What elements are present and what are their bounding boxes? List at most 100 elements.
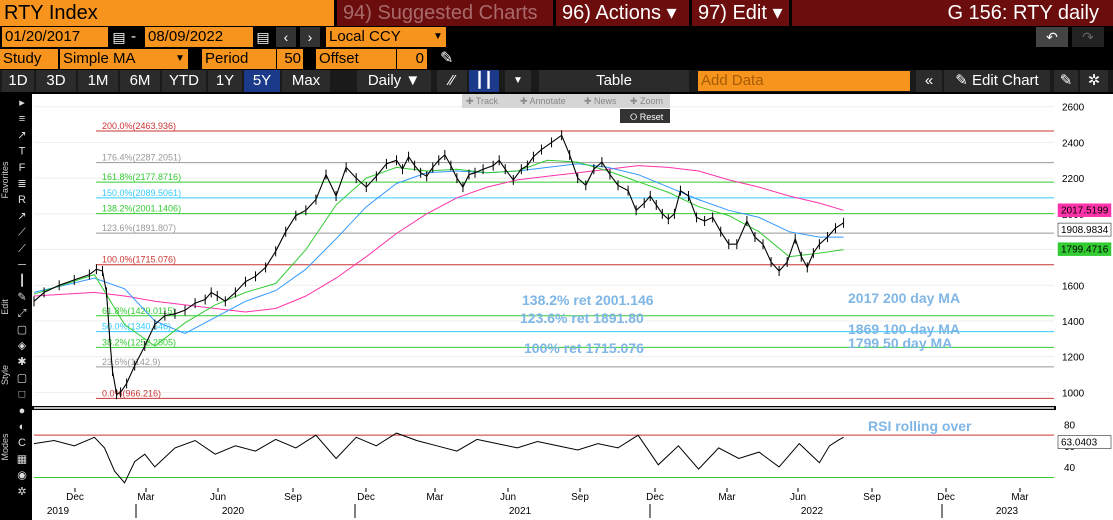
drawing-tool-icon[interactable]: C bbox=[18, 437, 26, 449]
drawing-tool-icon[interactable]: ▦ bbox=[17, 453, 27, 465]
x-month-label: Mar bbox=[137, 492, 155, 503]
series-line-rsi[interactable] bbox=[33, 432, 844, 484]
x-year-label: 2020 bbox=[222, 506, 245, 517]
chevron-left-icon[interactable]: ‹ bbox=[276, 27, 296, 47]
drawing-tool-icon[interactable]: T bbox=[19, 146, 26, 158]
rsi-panel[interactable] bbox=[32, 410, 1056, 488]
drawing-tool-icon[interactable]: ● bbox=[19, 405, 26, 417]
date-separator: - bbox=[131, 28, 136, 45]
chart-tool-zoom[interactable]: ✚ Zoom bbox=[630, 96, 663, 106]
chevron-down-icon[interactable]: ▼ bbox=[172, 49, 188, 69]
chevron-down-icon[interactable]: ▼ bbox=[430, 27, 446, 47]
fib-label: 0.0%(966.216) bbox=[102, 388, 161, 398]
table-button[interactable]: Table bbox=[539, 70, 689, 92]
drawing-tool-icon[interactable]: ↗ bbox=[17, 129, 26, 141]
x-year-label: 2019 bbox=[47, 506, 70, 517]
reset-button[interactable] bbox=[620, 109, 670, 123]
chart-tool-track[interactable]: ✚ Track bbox=[466, 96, 499, 106]
drawing-tool-icon[interactable]: ≣ bbox=[17, 178, 26, 190]
chart-tool-strip bbox=[462, 94, 670, 108]
drawing-tool-icon[interactable]: ◉ bbox=[17, 470, 27, 482]
drawing-tool-icon[interactable]: ▸ bbox=[19, 97, 25, 109]
start-date-field[interactable]: 01/20/2017 bbox=[2, 27, 108, 47]
add-data-input[interactable]: Add Data bbox=[698, 71, 910, 91]
price-chart[interactable]: ▸ ≡ ↗ TF ≣ R ↗ ⟋ ⟋ ─ ┃ ✎ ⤢ ▢ ◈ ✱ ▢ □ ● ◐ C ▦ ◉ ✲ Favorites Edit St… bbox=[0, 92, 1113, 520]
drawing-tool-icon[interactable]: ⤢ bbox=[18, 308, 27, 320]
fib-label: 61.8%(1429.0115) bbox=[102, 306, 175, 316]
side-label[interactable]: Style bbox=[0, 365, 10, 385]
side-label[interactable]: Favorites bbox=[0, 161, 10, 199]
calendar-icon[interactable]: ▤ bbox=[110, 27, 128, 47]
edit-icon[interactable]: ✎ bbox=[1054, 70, 1078, 92]
drawing-tool-icon[interactable]: ⟋ bbox=[18, 227, 26, 239]
x-month-label: Jun bbox=[500, 492, 516, 503]
edit-menu[interactable]: 97) Edit ▾ bbox=[692, 0, 789, 26]
suggested-charts-tab[interactable]: 94) Suggested Charts bbox=[337, 0, 553, 26]
redo-icon[interactable]: ↷ bbox=[1072, 27, 1104, 47]
chart-annotation: 138.2% ret 2001.146 bbox=[522, 292, 654, 308]
candlestick-icon[interactable]: ┃┃ bbox=[469, 70, 499, 92]
rsi-annotation: RSI rolling over bbox=[868, 418, 972, 434]
reset-label: ⭘ Reset bbox=[630, 112, 664, 122]
line-chart-icon[interactable]: ⁄⁄ bbox=[437, 70, 467, 92]
drawing-tool-icon[interactable]: ▢ bbox=[17, 324, 27, 336]
rsi-last-value-box bbox=[1057, 435, 1112, 449]
last-value-label: 1799.4716 bbox=[1061, 245, 1109, 256]
chart-tool-news[interactable]: ✚ News bbox=[584, 96, 617, 106]
security-title[interactable]: RTY Index bbox=[0, 0, 334, 26]
range-button-max[interactable]: Max bbox=[282, 70, 330, 92]
offset-input[interactable]: 0 bbox=[397, 49, 427, 69]
x-month-label: Dec bbox=[646, 492, 664, 503]
range-button-1d[interactable]: 1D bbox=[2, 70, 34, 92]
undo-icon[interactable]: ↶ bbox=[1036, 27, 1068, 47]
drawing-tool-icon[interactable]: ✎ bbox=[17, 291, 26, 303]
range-button-5y[interactable]: 5Y bbox=[244, 70, 280, 92]
drawing-tool-icon[interactable]: ◐ bbox=[19, 421, 26, 433]
drawing-tool-icon[interactable]: ↗ bbox=[17, 210, 26, 222]
end-date-field[interactable]: 08/09/2022 bbox=[145, 27, 253, 47]
series-line-rty[interactable] bbox=[33, 134, 844, 395]
range-button-1y[interactable]: 1Y bbox=[208, 70, 242, 92]
chart-annotation: 100% ret 1715.076 bbox=[524, 340, 644, 356]
drawing-tool-icon[interactable]: ≡ bbox=[19, 113, 25, 125]
drawing-tool-icon[interactable]: ⟋ bbox=[18, 243, 26, 255]
rsi-tick-label: 40 bbox=[1064, 463, 1076, 474]
drawing-tool-icon[interactable]: F bbox=[19, 162, 26, 174]
double-chevron-left-icon[interactable]: « bbox=[916, 70, 942, 92]
x-month-label: Mar bbox=[1011, 492, 1029, 503]
side-label[interactable]: Modes bbox=[0, 433, 10, 461]
x-year-label: 2021 bbox=[509, 506, 532, 517]
chevron-down-icon[interactable]: ▼ bbox=[505, 70, 531, 92]
drawing-tool-icon[interactable]: ┃ bbox=[19, 273, 26, 287]
range-button-3d[interactable]: 3D bbox=[36, 70, 76, 92]
drawing-tool-icon[interactable]: □ bbox=[19, 389, 26, 401]
side-label[interactable]: Edit bbox=[0, 299, 10, 315]
range-button-ytd[interactable]: YTD bbox=[162, 70, 206, 92]
calendar-icon[interactable]: ▤ bbox=[254, 27, 272, 47]
range-button-6m[interactable]: 6M bbox=[120, 70, 160, 92]
drawing-tool-icon[interactable]: ✲ bbox=[17, 486, 26, 498]
fib-label: 138.2%(2001.1406) bbox=[102, 204, 181, 214]
drawing-tool-icon[interactable]: ▢ bbox=[17, 372, 27, 384]
drawing-tool-icon[interactable]: ◈ bbox=[18, 340, 27, 352]
chevron-right-icon[interactable]: › bbox=[300, 27, 320, 47]
x-month-label: Dec bbox=[66, 492, 84, 503]
drawing-tool-icon[interactable]: R bbox=[18, 194, 26, 206]
range-button-1m[interactable]: 1M bbox=[78, 70, 118, 92]
drawing-tool-icon[interactable]: ✱ bbox=[17, 356, 26, 368]
frequency-select[interactable]: Daily ▼ bbox=[357, 70, 431, 92]
currency-select[interactable]: Local CCY bbox=[326, 27, 430, 47]
pencil-icon[interactable]: ✎ bbox=[440, 50, 454, 67]
drawing-tool-icon[interactable]: ─ bbox=[17, 259, 26, 271]
x-month-label: Sep bbox=[863, 492, 881, 503]
chart-tool-annotate[interactable]: ✚ Annotate bbox=[520, 96, 566, 106]
edit-chart-button[interactable]: ✎ Edit Chart bbox=[944, 70, 1050, 92]
series-line-100-day-ma[interactable] bbox=[33, 163, 844, 335]
last-value-box bbox=[1057, 242, 1112, 256]
period-input[interactable]: 50 bbox=[277, 49, 303, 69]
series-line-50-day-ma[interactable] bbox=[33, 159, 844, 347]
gear-icon[interactable]: ✲ bbox=[1080, 70, 1108, 92]
actions-menu[interactable]: 96) Actions ▾ bbox=[556, 0, 689, 26]
study-type-select[interactable]: Simple MA bbox=[60, 49, 172, 69]
x-month-label: Mar bbox=[718, 492, 736, 503]
